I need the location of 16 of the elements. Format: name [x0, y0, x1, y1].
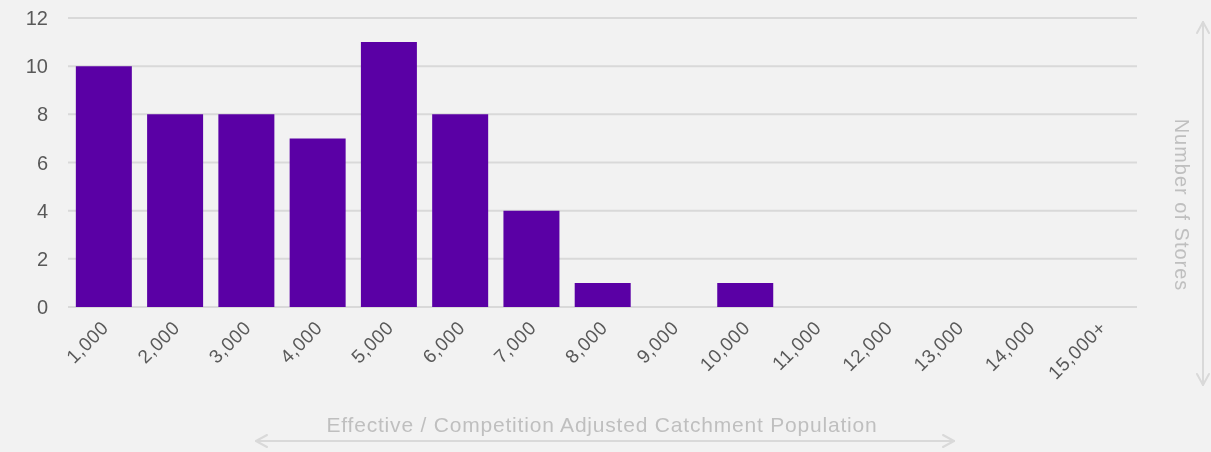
bar [218, 114, 275, 307]
bar [360, 42, 417, 307]
y-tick-label: 6 [36, 151, 48, 174]
bar [503, 210, 560, 307]
y-tick-label: 0 [36, 296, 48, 319]
y-tick-label: 10 [25, 55, 48, 78]
bar [717, 282, 774, 307]
bar [75, 66, 132, 307]
y-tick-label: 8 [36, 103, 48, 126]
bar [147, 114, 204, 307]
y-tick-label: 4 [36, 199, 48, 222]
bar [289, 138, 346, 307]
y-tick-label: 12 [25, 7, 48, 30]
bar [432, 114, 489, 307]
y-tick-label: 2 [36, 247, 48, 270]
bar [574, 282, 631, 307]
